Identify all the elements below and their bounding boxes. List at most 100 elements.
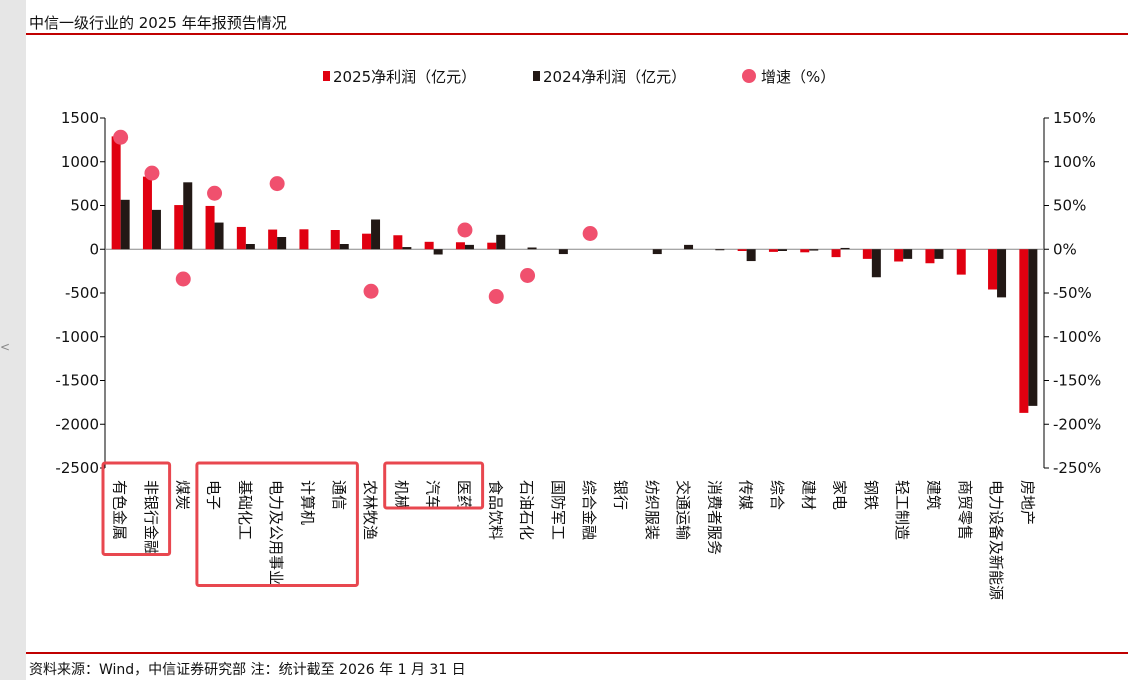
- category-label: 银行: [611, 480, 629, 510]
- category-label: 电力及公用事业: [267, 480, 285, 585]
- left-margin: <: [0, 0, 26, 680]
- bar-2024: [871, 249, 881, 278]
- left-tick-label: -2500: [55, 459, 99, 477]
- bar-2025: [424, 241, 434, 250]
- bar-2025: [111, 136, 121, 250]
- bar-2025: [299, 229, 309, 250]
- bar-2025: [800, 249, 810, 253]
- category-label: 家电: [831, 480, 849, 510]
- source-note: 资料来源：Wind，中信证券研究部 注：统计截至 2026 年 1 月 31 日: [29, 662, 466, 678]
- bar-2025: [362, 233, 372, 250]
- legend-swatch: [323, 71, 330, 81]
- category-label: 汽车: [424, 480, 442, 510]
- category-label: 医药: [455, 480, 473, 510]
- bar-2024: [527, 247, 537, 250]
- bar-2025: [1019, 249, 1029, 413]
- bar-2025: [956, 249, 966, 275]
- bar-2025: [330, 230, 340, 250]
- page-title: 中信一级行业的 2025 年年报预告情况: [29, 14, 287, 32]
- bottom-divider: [26, 652, 1128, 654]
- bar-2024: [496, 234, 506, 250]
- bar-2024: [746, 249, 756, 262]
- report-page: 中信一级行业的 2025 年年报预告情况 1500 1000 500 0 -500 -10…: [26, 0, 1128, 680]
- bar-2024: [715, 249, 725, 251]
- category-label: 国防军工: [549, 480, 567, 540]
- right-tick-label: -200%: [1053, 415, 1101, 433]
- top-divider: [26, 33, 1128, 35]
- growth-point: [207, 185, 223, 201]
- bar-2024: [151, 209, 161, 250]
- left-tick-label: 1500: [61, 109, 99, 127]
- legend-label: 2024净利润（亿元）: [543, 68, 686, 86]
- category-label: 通信: [330, 480, 348, 510]
- bar-2025: [988, 249, 998, 290]
- bar-2024: [245, 244, 255, 250]
- category-label: 石油石化: [518, 480, 536, 540]
- category-label: 消费者服务: [705, 480, 723, 555]
- margin-mark: <: [0, 340, 11, 354]
- highlight-box: [383, 461, 485, 510]
- bar-2024: [464, 244, 474, 250]
- right-tick-label: -250%: [1053, 459, 1101, 477]
- bar-2024: [934, 249, 944, 259]
- bar-2025: [393, 235, 403, 250]
- bar-2025: [174, 205, 184, 250]
- growth-point: [363, 283, 379, 299]
- bar-2024: [120, 199, 130, 250]
- growth-point: [113, 129, 129, 145]
- bar-2024: [371, 219, 381, 250]
- bar-2025: [831, 249, 841, 258]
- growth-point: [144, 165, 160, 181]
- bar-2024: [433, 249, 443, 255]
- bar-2025: [894, 249, 904, 262]
- category-label: 综合: [768, 480, 786, 510]
- right-tick-label: 50%: [1053, 197, 1086, 215]
- category-label: 煤炭: [173, 480, 191, 510]
- category-label: 商贸零售: [956, 480, 974, 540]
- left-tick-label: -500: [65, 284, 99, 302]
- bar-2025: [236, 226, 246, 250]
- left-tick-label: 1000: [61, 153, 99, 171]
- right-tick-label: -150%: [1053, 372, 1101, 390]
- bar-2024: [652, 249, 662, 255]
- bar-2025: [455, 242, 465, 250]
- bar-2024: [903, 249, 913, 259]
- bar-2024: [277, 237, 287, 250]
- bar-2025: [925, 249, 935, 264]
- category-label: 电子: [205, 480, 223, 510]
- bar-2025: [862, 249, 872, 259]
- bar-2025: [268, 229, 278, 250]
- right-tick-label: -100%: [1053, 328, 1101, 346]
- growth-point: [175, 271, 191, 287]
- left-tick-label: -2000: [55, 415, 99, 433]
- category-label: 计算机: [298, 480, 316, 525]
- category-label: 钢铁: [862, 480, 880, 510]
- growth-point: [488, 289, 504, 304]
- growth-point: [582, 226, 598, 241]
- category-label: 交通运输: [674, 480, 692, 540]
- highlight-box: [101, 461, 172, 556]
- bar-2024: [997, 249, 1007, 298]
- category-label: 非银行金融: [142, 480, 160, 555]
- category-label: 机械: [392, 480, 410, 510]
- category-label: 传媒: [737, 480, 755, 510]
- bar-2024: [402, 247, 412, 250]
- bar-2025: [142, 176, 152, 250]
- bar-2024: [777, 249, 787, 251]
- growth-point: [520, 268, 536, 283]
- highlight-box: [195, 461, 359, 587]
- right-tick-label: -50%: [1053, 284, 1092, 302]
- category-label: 建材: [799, 480, 817, 510]
- category-label: 电力设备及新能源: [987, 480, 1005, 600]
- chart: 1500 1000 500 0 -500 -1000 -1500 -2000 -2500 150%…: [55, 68, 1101, 600]
- category-label: 农林牧渔: [361, 480, 379, 540]
- growth-point: [269, 176, 285, 192]
- bar-2025: [768, 249, 778, 252]
- left-tick-label: 0: [89, 240, 99, 258]
- category-label: 轻工制造: [893, 480, 911, 540]
- bar-2024: [339, 244, 349, 250]
- left-tick-label: -1500: [55, 372, 99, 390]
- bar-2024: [1028, 249, 1038, 406]
- right-tick-label: 0%: [1053, 240, 1077, 258]
- category-label: 食品饮料: [486, 480, 504, 540]
